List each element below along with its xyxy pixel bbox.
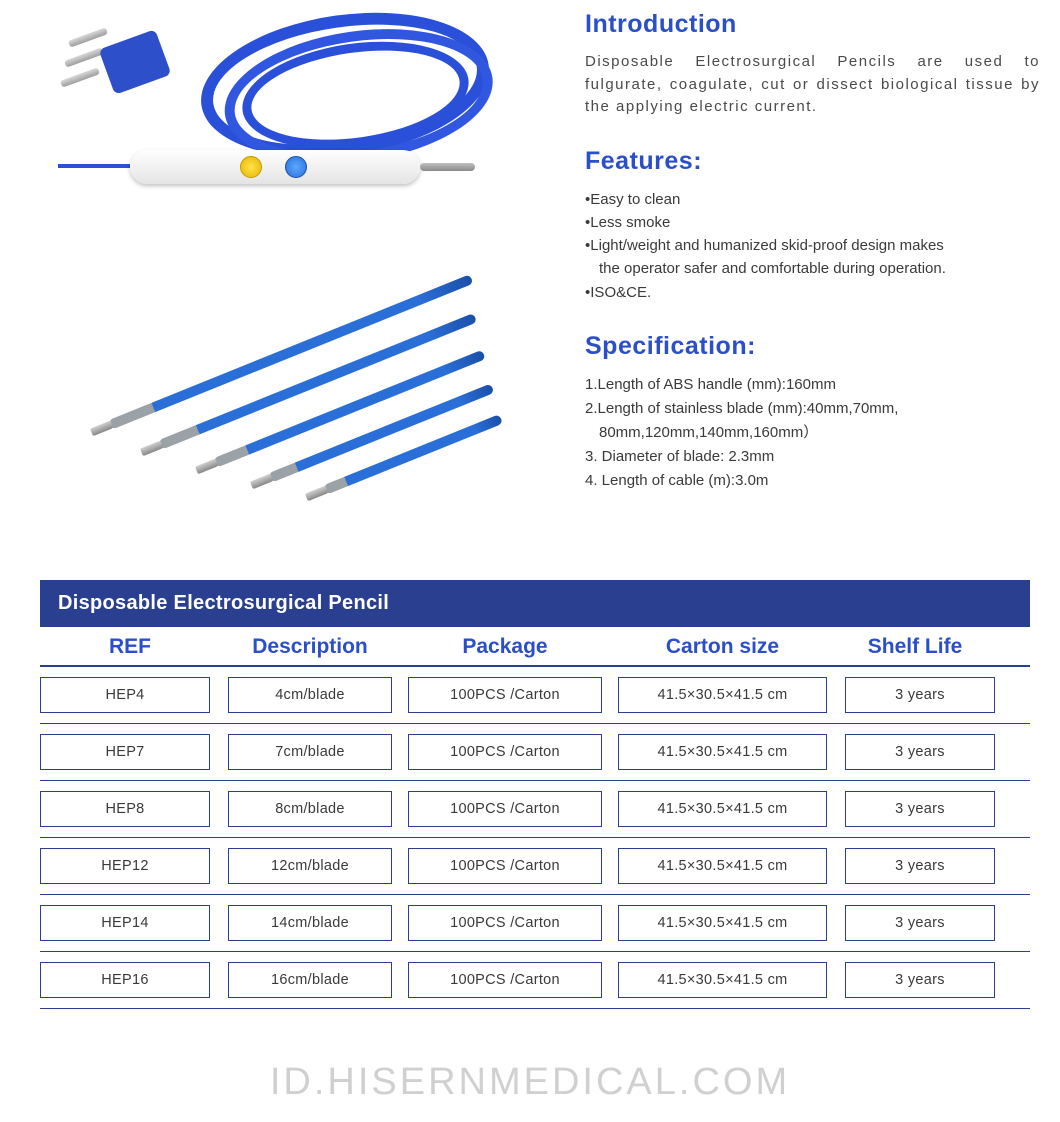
table-cell: 100PCS /Carton bbox=[408, 791, 602, 827]
features-heading: Features: bbox=[585, 147, 1040, 176]
plug-body-icon bbox=[99, 29, 172, 95]
table-cell: 3 years bbox=[845, 791, 995, 827]
introduction-heading: Introduction bbox=[585, 10, 1040, 39]
table-cell: 12cm/blade bbox=[228, 848, 392, 884]
table-header-row: REF Description Package Carton size Shel… bbox=[40, 627, 1030, 667]
col-header-carton: Carton size bbox=[610, 635, 835, 659]
feature-item: Less smoke bbox=[585, 211, 1040, 234]
table-cell: 16cm/blade bbox=[228, 962, 392, 998]
specification-heading: Specification: bbox=[585, 332, 1040, 361]
blade-tip-icon bbox=[420, 163, 475, 171]
table-cell: HEP4 bbox=[40, 677, 210, 713]
table-cell: 41.5×30.5×41.5 cm bbox=[618, 734, 827, 770]
watermark-text: ID.HISERNMEDICAL.COM bbox=[0, 1061, 1060, 1104]
product-images-column bbox=[20, 10, 560, 500]
spec-line: 80mm,120mm,140mm,160mm） bbox=[585, 421, 1040, 445]
spec-line: 3. Diameter of blade: 2.3mm bbox=[585, 445, 1040, 469]
plug-pin-icon bbox=[64, 47, 104, 67]
table-cell: HEP16 bbox=[40, 962, 210, 998]
col-header-package: Package bbox=[400, 635, 610, 659]
table-cell: 100PCS /Carton bbox=[408, 905, 602, 941]
table-body: HEP4 4cm/blade 100PCS /Carton 41.5×30.5×41.… bbox=[40, 667, 1030, 1009]
spec-line: 2.Length of stainless blade (mm):40mm,70… bbox=[585, 397, 1040, 421]
table-cell: 3 years bbox=[845, 734, 995, 770]
feature-item: ISO&CE. bbox=[585, 281, 1040, 304]
blades-illustration bbox=[20, 210, 520, 500]
introduction-text: Disposable Electrosurgical Pencils are u… bbox=[585, 51, 1040, 119]
table-row: HEP16 16cm/blade 100PCS /Carton 41.5×30.5×4… bbox=[40, 952, 1030, 1009]
col-header-desc: Description bbox=[220, 635, 400, 659]
table-cell: 41.5×30.5×41.5 cm bbox=[618, 962, 827, 998]
table-cell: 100PCS /Carton bbox=[408, 962, 602, 998]
cable-segment-icon bbox=[58, 164, 130, 168]
table-cell: 3 years bbox=[845, 677, 995, 713]
feature-item: Light/weight and humanized skid-proof de… bbox=[585, 234, 1040, 257]
table-cell: HEP8 bbox=[40, 791, 210, 827]
table-cell: 14cm/blade bbox=[228, 905, 392, 941]
table-cell: 7cm/blade bbox=[228, 734, 392, 770]
plug-pin-icon bbox=[68, 27, 108, 47]
handpiece-icon bbox=[130, 150, 420, 184]
table-cell: 4cm/blade bbox=[228, 677, 392, 713]
table-cell: 100PCS /Carton bbox=[408, 848, 602, 884]
table-cell: HEP14 bbox=[40, 905, 210, 941]
table-cell: 41.5×30.5×41.5 cm bbox=[618, 905, 827, 941]
cable-coil-icon bbox=[192, 0, 499, 174]
text-column: Introduction Disposable Electrosurgical … bbox=[560, 10, 1040, 500]
blade-icon bbox=[323, 414, 503, 494]
table-cell: 100PCS /Carton bbox=[408, 677, 602, 713]
feature-item: Easy to clean bbox=[585, 188, 1040, 211]
table-row: HEP12 12cm/blade 100PCS /Carton 41.5×30.5×4… bbox=[40, 838, 1030, 895]
col-header-shelf: Shelf Life bbox=[835, 635, 995, 659]
table-cell: 41.5×30.5×41.5 cm bbox=[618, 848, 827, 884]
plug-pin-icon bbox=[60, 67, 100, 87]
blue-button-icon bbox=[285, 156, 307, 178]
table-cell: 3 years bbox=[845, 905, 995, 941]
table-cell: HEP7 bbox=[40, 734, 210, 770]
table-row: HEP8 8cm/blade 100PCS /Carton 41.5×30.5×41.… bbox=[40, 781, 1030, 838]
table-row: HEP4 4cm/blade 100PCS /Carton 41.5×30.5×41.… bbox=[40, 667, 1030, 724]
table-row: HEP14 14cm/blade 100PCS /Carton 41.5×30.5×4… bbox=[40, 895, 1030, 952]
col-header-ref: REF bbox=[40, 635, 220, 659]
yellow-button-icon bbox=[240, 156, 262, 178]
table-cell: 100PCS /Carton bbox=[408, 734, 602, 770]
table-row: HEP7 7cm/blade 100PCS /Carton 41.5×30.5×41.… bbox=[40, 724, 1030, 781]
features-list: Easy to cleanLess smokeLight/weight and … bbox=[585, 188, 1040, 304]
spec-table: Disposable Electrosurgical Pencil REF De… bbox=[40, 580, 1030, 1009]
pencil-and-cable-illustration bbox=[20, 10, 520, 200]
table-cell: 8cm/blade bbox=[228, 791, 392, 827]
top-section: Introduction Disposable Electrosurgical … bbox=[0, 0, 1060, 500]
table-title-bar: Disposable Electrosurgical Pencil bbox=[40, 580, 1030, 627]
table-cell: 41.5×30.5×41.5 cm bbox=[618, 791, 827, 827]
blade-icon bbox=[108, 274, 473, 429]
table-cell: 3 years bbox=[845, 962, 995, 998]
spec-line: 1.Length of ABS handle (mm):160mm bbox=[585, 373, 1040, 397]
spec-line: 4. Length of cable (m):3.0m bbox=[585, 469, 1040, 493]
table-cell: HEP12 bbox=[40, 848, 210, 884]
specification-list: 1.Length of ABS handle (mm):160mm2.Lengt… bbox=[585, 373, 1040, 493]
table-cell: 41.5×30.5×41.5 cm bbox=[618, 677, 827, 713]
feature-item: the operator safer and comfortable durin… bbox=[585, 257, 1040, 280]
table-cell: 3 years bbox=[845, 848, 995, 884]
